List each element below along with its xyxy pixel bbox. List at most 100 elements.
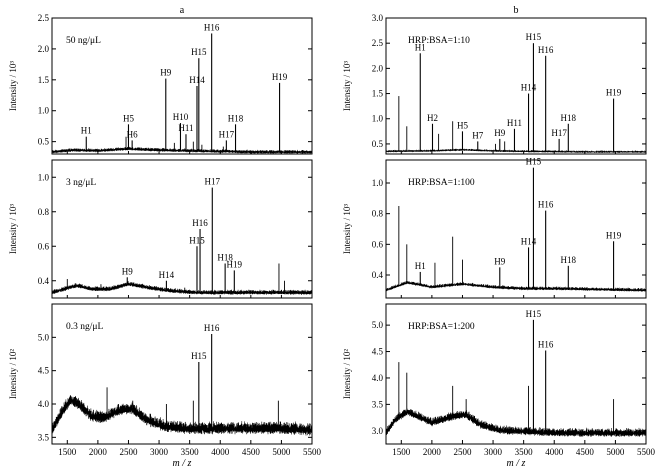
peak-label: H19	[272, 72, 288, 82]
y-tick-label: 1.0	[372, 178, 384, 188]
peak-label: H7	[472, 130, 483, 140]
peak-label: H18	[561, 113, 577, 123]
x-tick-label: 3000	[150, 447, 169, 457]
y-axis-label: Intensity / 10³	[8, 204, 18, 254]
peak-label: H14	[189, 75, 205, 85]
condition-label: 3 ng/μL	[66, 178, 96, 188]
peak-label: H19	[606, 88, 622, 98]
x-tick-label: 5500	[637, 447, 656, 457]
x-tick-label: 4500	[242, 447, 261, 457]
peak-label: H9	[122, 266, 133, 276]
peak-label: H5	[457, 120, 468, 130]
y-tick-label: 3.5	[38, 432, 50, 442]
y-tick-label: 5.0	[38, 332, 50, 342]
y-tick-label: 4.0	[38, 399, 50, 409]
x-tick-label: 4000	[211, 447, 230, 457]
peak-label: H14	[159, 270, 175, 280]
y-tick-label: 0.5	[38, 137, 50, 147]
x-tick-label: 5500	[303, 447, 322, 457]
condition-label: 0.3 ng/μL	[66, 322, 103, 332]
panel-label-b: b	[514, 5, 519, 16]
x-tick-label: 2000	[423, 447, 442, 457]
y-tick-label: 0.8	[372, 209, 384, 219]
y-tick-label: 0.4	[38, 276, 50, 286]
condition-label: HRP:BSA=1:200	[408, 322, 475, 332]
peak-label: H16	[204, 22, 220, 32]
peak-label: H9	[494, 128, 505, 138]
y-tick-label: 0.6	[38, 241, 50, 251]
y-tick-label: 4.0	[372, 373, 384, 383]
x-tick-label: 2500	[119, 447, 138, 457]
peak-label: H18	[217, 253, 233, 263]
peak-label: H16	[538, 200, 554, 210]
peak-label: H15	[191, 351, 207, 361]
noise-trace	[386, 281, 646, 292]
y-axis-label: Intensity / 10²	[8, 349, 18, 399]
plot-area	[52, 33, 312, 154]
plot-frame	[385, 159, 647, 299]
spectrum-panel: H1 H9 H14 H15 H16 H18 H19 HRP:BSA=1:100 0.4 0.6 0.…	[342, 157, 647, 299]
y-tick-label: 1.5	[38, 75, 50, 85]
x-tick-label: 4000	[545, 447, 564, 457]
y-tick-label: 3.5	[372, 399, 384, 409]
y-tick-label: 3.0	[372, 426, 384, 436]
peak-label: H5	[123, 113, 134, 123]
peak-label: H17	[551, 128, 567, 138]
y-tick-label: 2.0	[372, 63, 384, 73]
plot-area	[386, 43, 646, 153]
peak-label: H16	[192, 218, 208, 228]
x-tick-label: 2500	[453, 447, 472, 457]
peak-label: H15	[191, 47, 207, 57]
plot-area	[52, 334, 312, 436]
y-tick-label: 1.0	[38, 172, 50, 182]
condition-label: HRP:BSA=1:100	[408, 178, 475, 188]
peak-label: H10	[173, 112, 189, 122]
x-axis-label-b: m / z	[507, 458, 526, 469]
condition-label: HRP:BSA=1:10	[408, 36, 470, 46]
y-tick-label: 0.8	[38, 207, 50, 217]
noise-trace	[52, 146, 312, 154]
y-tick-label: 0.5	[372, 139, 384, 149]
y-tick-label: 0.4	[372, 270, 384, 280]
peak-label: H2	[427, 113, 438, 123]
peak-label: H16	[538, 339, 554, 349]
y-tick-label: 3.0	[372, 13, 384, 23]
plot-frame	[51, 303, 313, 445]
y-tick-label: 1.5	[372, 89, 384, 99]
peak-label: H18	[228, 113, 244, 123]
plot-area	[52, 187, 312, 295]
plot-frame	[385, 17, 647, 155]
plot-frame	[51, 159, 313, 299]
plot-frame	[51, 17, 313, 155]
y-axis-label: Intensity / 10³	[342, 204, 352, 254]
peak-label: H15	[526, 32, 542, 42]
y-axis-label: Intensity / 10²	[342, 349, 352, 399]
y-tick-label: 2.5	[38, 13, 50, 23]
peak-label: H14	[521, 236, 537, 246]
y-tick-label: 2.5	[372, 38, 384, 48]
panel-label-a: a	[180, 5, 185, 16]
peak-label: H1	[415, 261, 426, 271]
peak-label: H16	[538, 45, 554, 55]
plot-area	[386, 167, 646, 292]
peak-label: H19	[227, 259, 243, 269]
x-tick-label: 3500	[181, 447, 200, 457]
peak-label: H15	[526, 157, 542, 167]
noise-trace	[52, 281, 312, 295]
x-tick-label: 3500	[515, 447, 534, 457]
x-tick-label: 1500	[58, 447, 77, 457]
peak-label: H1	[81, 126, 92, 136]
peak-label: H9	[494, 256, 505, 266]
noise-trace	[386, 148, 646, 153]
y-axis-label: Intensity / 10³	[8, 61, 18, 111]
x-tick-label: 5000	[272, 447, 291, 457]
peak-label: H19	[606, 230, 622, 240]
noise-trace	[52, 395, 312, 436]
y-tick-label: 4.5	[38, 366, 50, 376]
y-tick-label: 1.0	[38, 106, 50, 116]
peak-label: H11	[507, 118, 522, 128]
